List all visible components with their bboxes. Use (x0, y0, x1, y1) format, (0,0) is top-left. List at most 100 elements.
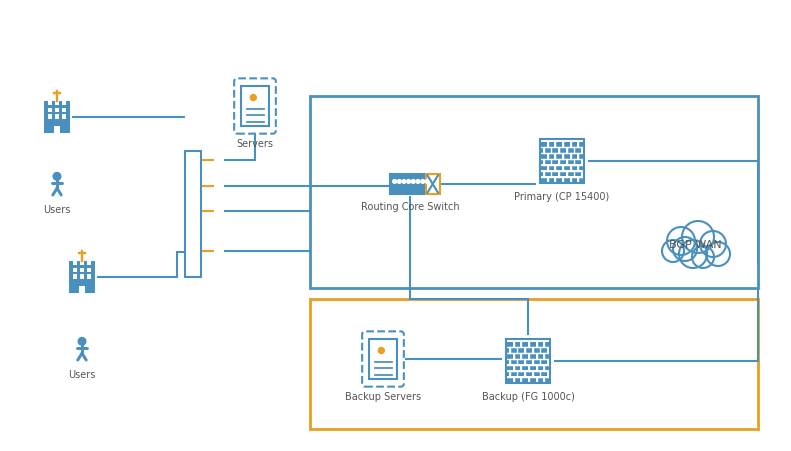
Bar (541, 167, 547, 171)
Bar (79, 286, 85, 294)
Text: Primary (CP 15400): Primary (CP 15400) (514, 192, 610, 202)
Bar (54, 126, 60, 134)
Bar (530, 354, 536, 359)
Bar (541, 149, 543, 153)
Bar (507, 360, 509, 365)
Circle shape (53, 173, 61, 181)
Text: Users: Users (44, 205, 70, 215)
Bar (571, 167, 577, 171)
Bar (571, 155, 577, 159)
Bar (518, 372, 524, 377)
Bar (80, 268, 84, 272)
Bar (514, 354, 520, 359)
Bar (579, 179, 583, 183)
Bar (507, 372, 509, 377)
Circle shape (250, 95, 256, 101)
Bar (507, 378, 513, 382)
Text: Backup (FG 1000c): Backup (FG 1000c) (482, 391, 574, 401)
Circle shape (215, 207, 223, 216)
Bar (541, 349, 547, 353)
Bar (552, 173, 558, 177)
Bar (537, 354, 543, 359)
Bar (533, 360, 539, 365)
Bar (73, 275, 78, 279)
Bar (533, 349, 539, 353)
Bar (55, 101, 59, 106)
Bar (48, 95, 52, 99)
Circle shape (673, 238, 697, 262)
Bar (564, 179, 570, 183)
Bar (80, 261, 84, 266)
Bar (369, 339, 396, 380)
Circle shape (416, 180, 420, 184)
Text: Routing Core Switch: Routing Core Switch (361, 202, 460, 212)
Bar (390, 175, 426, 195)
Bar (530, 342, 536, 347)
Bar (564, 155, 570, 159)
Bar (571, 179, 577, 183)
Circle shape (411, 180, 415, 184)
Bar (537, 366, 543, 371)
Circle shape (679, 240, 707, 268)
Bar (533, 372, 539, 377)
Bar (560, 161, 566, 165)
Circle shape (682, 221, 714, 253)
FancyBboxPatch shape (362, 331, 404, 387)
Bar (514, 366, 520, 371)
Bar (560, 149, 566, 153)
Bar (80, 254, 84, 258)
Text: BGP WAN: BGP WAN (668, 239, 721, 249)
Bar (540, 140, 584, 184)
Bar (48, 108, 52, 113)
Bar (87, 268, 91, 272)
Text: Users: Users (68, 369, 96, 379)
Bar (579, 143, 583, 147)
Bar (70, 261, 95, 294)
Circle shape (426, 180, 430, 184)
Bar (507, 366, 513, 371)
Bar (556, 167, 562, 171)
Bar (526, 372, 532, 377)
Bar (73, 268, 78, 272)
Bar (567, 173, 573, 177)
Bar (522, 354, 528, 359)
Bar (80, 275, 84, 279)
Bar (575, 173, 581, 177)
Bar (548, 155, 554, 159)
Circle shape (706, 243, 730, 267)
Bar (541, 360, 547, 365)
Text: Backup Servers: Backup Servers (345, 391, 421, 401)
Circle shape (692, 246, 714, 268)
Bar (506, 339, 550, 383)
Bar (510, 372, 517, 377)
Bar (87, 254, 91, 258)
Text: Servers: Servers (237, 139, 274, 149)
Bar (310, 299, 758, 429)
Bar (541, 155, 547, 159)
Bar (545, 342, 549, 347)
Bar (579, 167, 583, 171)
Bar (556, 143, 562, 147)
Bar (548, 179, 554, 183)
Circle shape (397, 180, 401, 184)
Bar (575, 161, 581, 165)
FancyBboxPatch shape (234, 79, 276, 134)
Circle shape (407, 180, 411, 184)
Circle shape (378, 348, 384, 354)
Bar (526, 349, 532, 353)
Bar (545, 378, 549, 382)
Bar (541, 143, 547, 147)
Circle shape (421, 180, 425, 184)
Bar (73, 261, 78, 266)
Circle shape (392, 180, 396, 184)
Bar (541, 372, 547, 377)
Bar (507, 354, 513, 359)
Bar (575, 149, 581, 153)
Bar (87, 275, 91, 279)
Bar (522, 366, 528, 371)
Bar (560, 173, 566, 177)
Bar (541, 173, 543, 177)
Bar (62, 115, 66, 120)
Bar (507, 342, 513, 347)
Bar (426, 175, 440, 195)
